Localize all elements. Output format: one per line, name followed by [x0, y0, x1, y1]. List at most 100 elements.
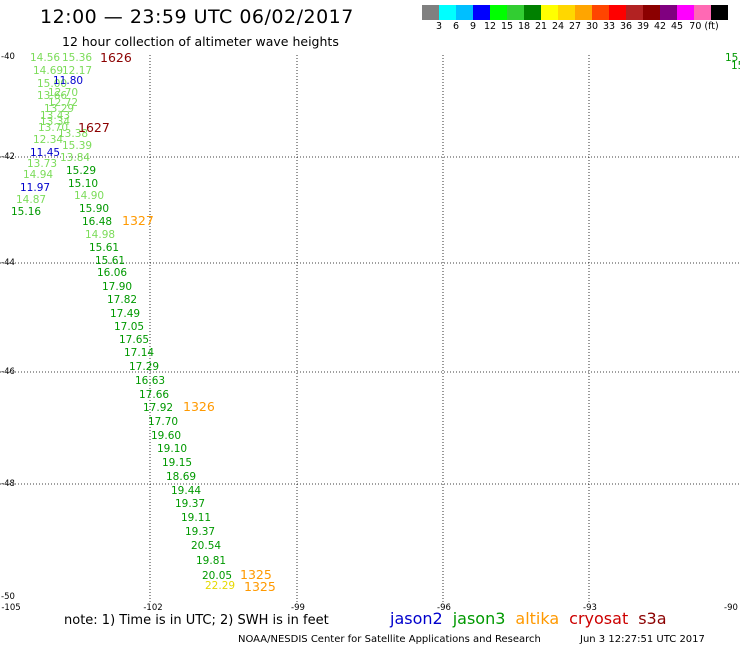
- wave-height-value: 19.10: [157, 443, 188, 455]
- wave-height-value: 22.29: [205, 580, 236, 592]
- wave-height-value: 19.11: [181, 512, 212, 524]
- latitude-label: -40: [1, 52, 15, 62]
- wave-height-value: 15.61: [95, 255, 126, 267]
- wave-height-value: 15.16: [11, 206, 42, 218]
- color-scale-label: 42: [653, 21, 667, 32]
- color-scale-bar: [422, 5, 728, 20]
- color-scale-label: 9: [469, 21, 477, 32]
- latitude-label: -48: [1, 479, 15, 489]
- wave-height-value: 16.48: [82, 216, 113, 228]
- wave-height-value: 11.97: [20, 182, 51, 194]
- wave-height-value: 14.56: [30, 52, 61, 64]
- wave-height-value: 12.72: [48, 97, 79, 109]
- wave-height-value: 14.90: [74, 190, 105, 202]
- longitude-label: -99: [291, 603, 305, 613]
- color-swatch: [694, 5, 711, 20]
- satellite-legend: jason2 jason3 altika cryosat s3a: [390, 609, 667, 628]
- color-scale-labels: 3 6 9 12 15 18 21 24 27 30 33 36 39 42 45 70 (ft): [422, 21, 740, 35]
- latitude-label: -44: [1, 258, 15, 268]
- generated-timestamp: Jun 3 12:27:51 UTC 2017: [580, 634, 705, 645]
- wave-height-value: 19.37: [185, 526, 216, 538]
- color-scale-label: 24: [551, 21, 565, 32]
- color-swatch: [541, 5, 558, 20]
- color-swatch: [660, 5, 677, 20]
- color-swatch: [456, 5, 473, 20]
- color-swatch: [592, 5, 609, 20]
- latitude-label: -46: [1, 367, 15, 377]
- color-swatch: [422, 5, 439, 20]
- latitude-label: -50: [1, 592, 15, 602]
- wave-height-value: 17.65: [119, 334, 150, 346]
- wave-height-value: 17.70: [148, 416, 179, 428]
- color-scale-label: 30: [585, 21, 599, 32]
- wave-height-value: 17.29: [129, 361, 160, 373]
- color-scale-label: 45: [670, 21, 684, 32]
- wave-height-value: 18.69: [166, 471, 197, 483]
- legend-entry-jason3: jason3: [452, 609, 506, 628]
- chart-subtitle: 12 hour collection of altimeter wave hei…: [62, 34, 339, 49]
- credit-text: NOAA/NESDIS Center for Satellite Applica…: [238, 634, 541, 645]
- color-swatch: [439, 5, 456, 20]
- wave-height-value: 17.05: [114, 321, 145, 333]
- color-scale-label: 6: [452, 21, 460, 32]
- wave-height-value: 15.61: [89, 242, 120, 254]
- pass-time-label: 1626: [100, 50, 132, 65]
- color-scale-label: 33: [602, 21, 616, 32]
- legend-entry-altika: altika: [515, 609, 560, 628]
- color-swatch: [558, 5, 575, 20]
- color-scale-label: 39: [636, 21, 650, 32]
- wave-height-value: 19.44: [171, 485, 202, 497]
- color-scale-label: 70 (ft): [689, 21, 719, 32]
- color-scale-label: 15: [500, 21, 514, 32]
- pass-time-label: 1627: [78, 120, 110, 135]
- wave-height-value: 13.66: [37, 90, 68, 102]
- wave-height-value: 13.34: [40, 116, 71, 128]
- wave-height-value: 16.06: [97, 267, 128, 279]
- color-swatch: [643, 5, 660, 20]
- wave-height-value: 17.14: [124, 347, 155, 359]
- wave-height-value: 13.38: [58, 128, 89, 140]
- color-scale-label: 36: [619, 21, 633, 32]
- grid-lines: [0, 55, 740, 603]
- longitude-label: -93: [583, 603, 597, 613]
- wave-height-value: 12.34: [33, 134, 64, 146]
- pass-time-label: 1327: [122, 213, 154, 228]
- wave-height-value: 17.49: [110, 308, 141, 320]
- legend-entry-jason2: jason2: [390, 609, 443, 628]
- pass-time-label: 1325: [244, 579, 276, 594]
- wave-height-value: 15.00: [37, 78, 68, 90]
- wave-height-value: 13.43: [40, 110, 71, 122]
- wave-height-value: 20.05: [202, 570, 233, 582]
- wave-height-value: 11.80: [53, 75, 84, 87]
- wave-height-value: 14.98: [85, 229, 116, 241]
- wave-height-value: 13.73: [27, 158, 58, 170]
- longitude-label: -102: [143, 603, 163, 613]
- wave-height-value: 15: [725, 52, 739, 64]
- wave-height-value: 12.70: [48, 87, 79, 99]
- wave-height-value: 15.36: [62, 52, 93, 64]
- color-swatch: [507, 5, 524, 20]
- color-swatch: [575, 5, 592, 20]
- wave-height-value: 17.92: [143, 402, 174, 414]
- wave-height-value: 13.84: [60, 152, 91, 164]
- color-swatch: [609, 5, 626, 20]
- legend-entry-s3a: s3a: [638, 609, 667, 628]
- color-swatch: [490, 5, 507, 20]
- wave-height-value: 13.29: [44, 103, 75, 115]
- wave-height-value: 17.82: [107, 294, 138, 306]
- wave-height-value: 17.90: [102, 281, 133, 293]
- wave-height-value: 19.37: [175, 498, 206, 510]
- color-scale-label: 3: [435, 21, 443, 32]
- wave-height-value: 19.60: [151, 430, 182, 442]
- wave-height-value: 11.45: [30, 147, 61, 159]
- wave-height-value: 15.39: [62, 140, 93, 152]
- pass-time-label: 1326: [183, 399, 215, 414]
- color-swatch: [677, 5, 694, 20]
- color-scale-label: 12: [483, 21, 497, 32]
- color-swatch: [473, 5, 490, 20]
- latitude-label: -42: [1, 152, 15, 162]
- wave-height-value: 15.90: [79, 203, 110, 215]
- wave-height-value: 13.70: [38, 122, 69, 134]
- wave-height-value: 20.54: [191, 540, 222, 552]
